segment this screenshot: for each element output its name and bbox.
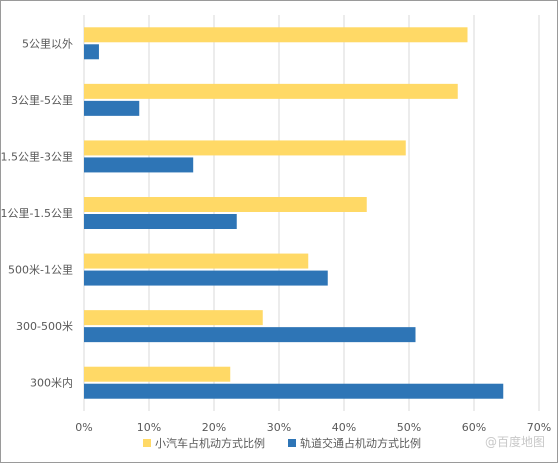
x-tick-label: 70% bbox=[527, 421, 551, 434]
legend-label: 小汽车占机动方式比例 bbox=[155, 436, 265, 450]
bar-rail bbox=[84, 214, 237, 229]
bar-rail bbox=[84, 327, 416, 343]
x-tick-label: 30% bbox=[267, 421, 291, 434]
bar-car bbox=[84, 366, 231, 382]
category-label: 1公里-1.5公里 bbox=[1, 207, 73, 220]
category-label: 300-500米 bbox=[16, 320, 73, 333]
category-label: 500米-1公里 bbox=[8, 264, 73, 277]
bar-car bbox=[84, 253, 309, 269]
bar-rail bbox=[84, 157, 194, 173]
x-tick-label: 40% bbox=[332, 421, 356, 434]
category-label: 300米内 bbox=[30, 376, 73, 390]
x-tick-label: 0% bbox=[75, 421, 92, 434]
watermark: @百度地图 bbox=[484, 435, 545, 449]
bar-car bbox=[84, 140, 406, 156]
legend-swatch bbox=[288, 439, 296, 447]
bar-car bbox=[84, 83, 458, 99]
bar-rail bbox=[84, 383, 504, 399]
legend-swatch bbox=[143, 439, 151, 447]
x-tick-label: 20% bbox=[202, 421, 226, 434]
category-label: 3公里-5公里 bbox=[11, 94, 73, 107]
bar-rail bbox=[84, 44, 99, 60]
bar-car bbox=[84, 310, 263, 326]
bar-car bbox=[84, 197, 367, 212]
x-tick-label: 10% bbox=[137, 421, 161, 434]
x-tick-label: 60% bbox=[462, 421, 486, 434]
bar-rail bbox=[84, 270, 328, 286]
x-tick-label: 50% bbox=[397, 421, 421, 434]
bar-rail bbox=[84, 100, 140, 116]
category-label: 1.5公里-3公里 bbox=[1, 150, 73, 163]
bar-car bbox=[84, 27, 468, 43]
legend-label: 轨道交通占机动方式比例 bbox=[300, 436, 421, 450]
category-label: 5公里以外 bbox=[22, 37, 73, 50]
